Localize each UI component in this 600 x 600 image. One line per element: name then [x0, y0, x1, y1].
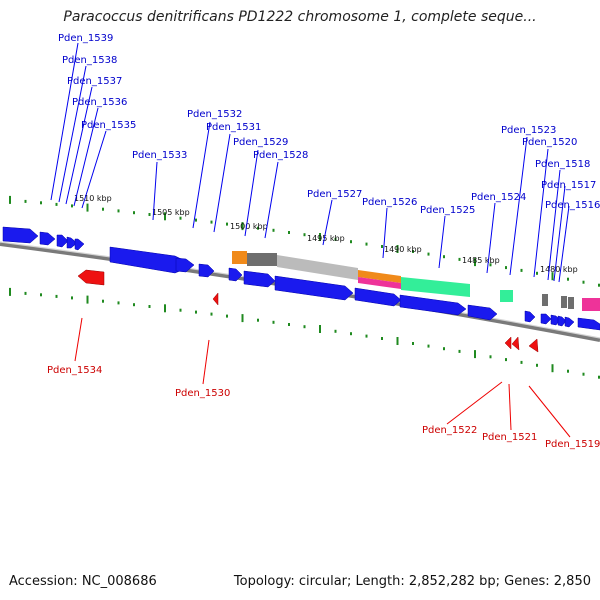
teal-feature[interactable] — [401, 277, 470, 297]
ruler-label-1480: 1480 kbp — [540, 265, 578, 274]
accession-text: Accession: NC_008686 — [9, 574, 157, 589]
label-pden-1536[interactable]: Pden_1536 — [72, 97, 127, 108]
gene-pden-1537[interactable] — [56, 234, 69, 248]
label-pden-1528[interactable]: Pden_1528 — [253, 150, 308, 161]
gene-pden-1536[interactable] — [66, 236, 78, 249]
label-pden-1534[interactable]: Pden_1534 — [47, 365, 102, 376]
label-pden-1524[interactable]: Pden_1524 — [471, 192, 526, 203]
gene-pden-1538[interactable] — [39, 231, 56, 246]
gene-pden-1535[interactable] — [74, 238, 85, 251]
gene-pden-1520[interactable] — [540, 313, 552, 325]
label-pden-1535[interactable]: Pden_1535 — [81, 120, 136, 131]
ruler-ticks-lower — [9, 287, 600, 379]
gene-pden-1539[interactable] — [2, 226, 39, 244]
label-pden-1526[interactable]: Pden_1526 — [362, 197, 417, 208]
label-pden-1529[interactable]: Pden_1529 — [233, 137, 288, 148]
gene-pden-1526[interactable] — [399, 294, 467, 316]
gene-pden-1522[interactable] — [504, 336, 512, 350]
ruler-label-1510: 1510 kbp — [74, 194, 112, 203]
gene-pden-1524[interactable] — [467, 304, 498, 321]
ruler-label-1500: 1500 kbp — [230, 222, 268, 231]
gene-pden-1516[interactable] — [564, 316, 575, 328]
gene-pden-1532[interactable] — [198, 263, 215, 278]
label-pden-1517[interactable]: Pden_1517 — [541, 180, 596, 191]
gene-pden-1523[interactable] — [524, 310, 536, 323]
gene-pden-1534[interactable] — [77, 269, 105, 286]
label-pden-1532[interactable]: Pden_1532 — [187, 109, 242, 120]
ruler-ticks-upper — [9, 195, 600, 287]
label-pden-1518[interactable]: Pden_1518 — [535, 159, 590, 170]
gene-pden-1529[interactable] — [243, 270, 276, 288]
gray-feature-small-2[interactable] — [561, 296, 567, 308]
label-pden-1522[interactable]: Pden_1522 — [422, 425, 477, 436]
gene-pden-1521[interactable] — [511, 336, 520, 351]
label-pden-1538[interactable]: Pden_1538 — [62, 55, 117, 66]
magenta-feature-edge[interactable] — [582, 298, 600, 311]
genome-summary-text: Topology: circular; Length: 2,852,282 bp… — [233, 574, 591, 589]
ruler-label-1505: 1505 kbp — [152, 208, 190, 217]
magenta-feature[interactable] — [358, 277, 401, 289]
label-pden-1521[interactable]: Pden_1521 — [482, 432, 537, 443]
label-pden-1537[interactable]: Pden_1537 — [67, 76, 122, 87]
gene-pden-1533b[interactable] — [175, 257, 195, 273]
label-pden-1533[interactable]: Pden_1533 — [132, 150, 187, 161]
dark-gray-feature[interactable] — [247, 253, 277, 266]
gray-feature-small-3[interactable] — [568, 297, 574, 309]
label-pden-1519[interactable]: Pden_1519 — [545, 439, 600, 450]
teal-feature-2[interactable] — [500, 290, 513, 302]
ruler-label-1490: 1490 kbp — [384, 245, 422, 254]
gene-pden-1519[interactable] — [528, 338, 539, 353]
label-pden-1520[interactable]: Pden_1520 — [522, 137, 577, 148]
orange-feature[interactable] — [232, 251, 247, 264]
ruler-label-1495: 1495 kbp — [307, 234, 345, 243]
gene-pden-1516b[interactable] — [577, 317, 600, 331]
label-pden-1531[interactable]: Pden_1531 — [206, 122, 261, 133]
ruler-label-1485: 1485 kbp — [462, 256, 500, 265]
label-pden-1530[interactable]: Pden_1530 — [175, 388, 230, 399]
gene-pden-1531[interactable] — [228, 267, 243, 282]
orange-feature-2[interactable] — [358, 270, 401, 283]
light-gray-feature[interactable] — [277, 255, 358, 280]
label-pden-1523[interactable]: Pden_1523 — [501, 125, 556, 136]
label-pden-1539[interactable]: Pden_1539 — [58, 33, 113, 44]
map-title: Paracoccus denitrificans PD1222 chromoso… — [63, 9, 537, 25]
label-pden-1527[interactable]: Pden_1527 — [307, 189, 362, 200]
gene-pden-1527[interactable] — [354, 287, 402, 307]
gene-pden-1530[interactable] — [212, 292, 219, 306]
label-pden-1525[interactable]: Pden_1525 — [420, 205, 475, 216]
gene-pden-1528[interactable] — [274, 275, 354, 301]
gene-pden-1517[interactable] — [557, 315, 567, 327]
gray-feature-small-1[interactable] — [542, 294, 548, 306]
label-pden-1516[interactable]: Pden_1516 — [545, 200, 600, 211]
